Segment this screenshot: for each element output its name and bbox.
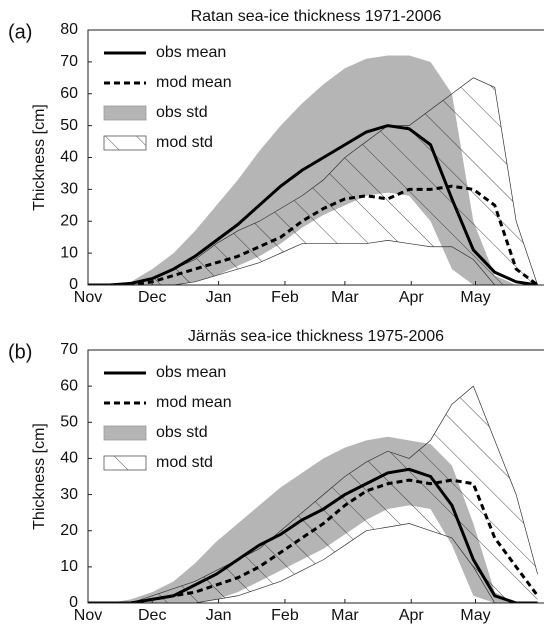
x-tick-label: Mar	[331, 289, 359, 306]
x-tick-label: Jan	[206, 289, 232, 306]
x-tick-label: May	[460, 607, 490, 624]
y-axis-label: Thickness [cm]	[31, 423, 48, 530]
x-tick-label: Feb	[271, 607, 299, 624]
panel-label: (b)	[8, 341, 32, 363]
mod-mean-line	[88, 184, 539, 285]
x-tick-label: Dec	[138, 289, 166, 306]
y-tick-label: 0	[69, 276, 78, 293]
legend-label: obs mean	[156, 364, 226, 381]
legend-label: mod std	[156, 134, 213, 151]
plot-area	[88, 55, 539, 285]
legend-swatch	[103, 455, 147, 471]
x-tick-label: Jan	[206, 607, 232, 624]
y-tick-label: 0	[69, 594, 78, 611]
y-tick-label: 40	[60, 450, 78, 467]
std-hatch	[88, 77, 538, 285]
panel-label: (a)	[8, 21, 32, 43]
x-tick-label: Dec	[138, 607, 166, 624]
std-upper-line	[88, 385, 538, 603]
legend-swatch	[103, 425, 147, 441]
y-tick-label: 70	[60, 341, 78, 358]
mod-mean-line	[88, 478, 539, 603]
y-tick-label: 70	[60, 53, 78, 70]
y-tick-label: 10	[60, 244, 78, 261]
legend-label: mod mean	[156, 394, 232, 411]
y-tick-label: 80	[60, 21, 78, 38]
std-hatch	[88, 386, 538, 603]
obs-mean-line	[88, 124, 538, 285]
x-tick-label: Nov	[74, 289, 102, 306]
y-tick-label: 60	[60, 377, 78, 394]
x-tick-label: May	[460, 289, 490, 306]
y-tick-label: 20	[60, 522, 78, 539]
chart-title: Järnäs sea-ice thickness 1975-2006	[188, 328, 444, 345]
y-tick-label: 30	[60, 486, 78, 503]
y-tick-label: 10	[60, 558, 78, 575]
chart-title: Ratan sea-ice thickness 1971-2006	[191, 8, 442, 25]
y-axis-label: Thickness [cm]	[31, 104, 48, 211]
y-tick-label: 30	[60, 181, 78, 198]
y-tick-label: 20	[60, 212, 78, 229]
legend-label: obs mean	[156, 44, 226, 61]
y-tick-label: 40	[60, 149, 78, 166]
std-lower-line	[88, 523, 538, 603]
y-tick-label: 60	[60, 85, 78, 102]
plot-frame	[87, 349, 544, 604]
std-band	[88, 55, 538, 285]
legend-swatch	[103, 105, 147, 121]
legend-swatch	[103, 135, 147, 151]
x-tick-label: Mar	[331, 607, 359, 624]
legend-label: obs std	[156, 424, 208, 441]
plot-area	[88, 385, 539, 603]
legend-label: obs std	[156, 104, 208, 121]
legend-label: mod std	[156, 454, 213, 471]
y-tick-label: 50	[60, 117, 78, 134]
x-tick-label: Apr	[399, 607, 425, 624]
x-tick-label: Apr	[399, 289, 425, 306]
x-tick-label: Feb	[271, 289, 299, 306]
std-lower-line	[88, 240, 538, 285]
legend-label: mod mean	[156, 74, 232, 91]
y-tick-label: 50	[60, 414, 78, 431]
x-tick-label: Nov	[74, 607, 102, 624]
